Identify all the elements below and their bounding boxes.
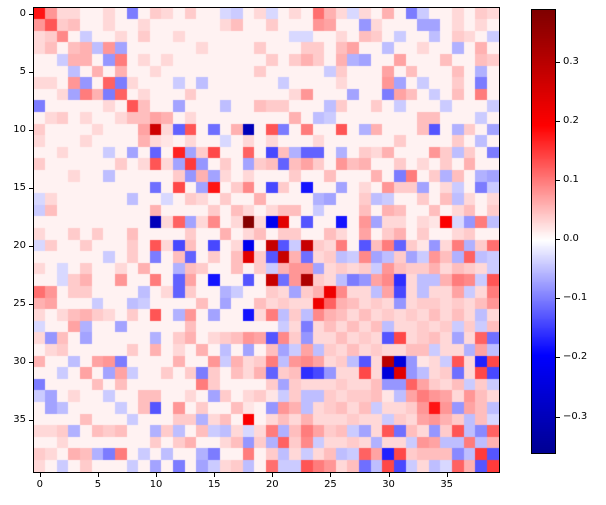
colorbar-tick-label: −0.2 xyxy=(563,351,588,363)
x-tick-mark xyxy=(156,473,158,477)
y-tick-label: 5 xyxy=(19,65,26,77)
y-tick-mark xyxy=(29,13,33,15)
y-tick-mark xyxy=(29,71,33,73)
x-tick-label: 35 xyxy=(440,479,454,490)
x-tick-label: 0 xyxy=(36,479,43,490)
colorbar xyxy=(531,9,556,454)
x-tick-mark xyxy=(388,473,390,477)
colorbar-tick-mark xyxy=(556,180,560,182)
heatmap-canvas xyxy=(34,8,499,472)
colorbar-tick-label: 0.1 xyxy=(563,174,579,186)
x-tick-mark xyxy=(97,473,99,477)
colorbar-canvas xyxy=(532,10,555,453)
colorbar-tick-mark xyxy=(556,239,560,241)
colorbar-tick-mark xyxy=(556,357,560,359)
colorbar-tick-mark xyxy=(556,121,560,123)
y-tick-label: 25 xyxy=(13,297,26,309)
x-tick-mark xyxy=(214,473,216,477)
x-tick-mark xyxy=(446,473,448,477)
y-tick-mark xyxy=(29,245,33,247)
x-tick-label: 30 xyxy=(382,479,395,490)
y-tick-mark xyxy=(29,303,33,305)
colorbar-tick-label: 0.3 xyxy=(563,56,579,68)
x-tick-mark xyxy=(330,473,332,477)
x-tick-mark xyxy=(272,473,274,477)
y-tick-label: 30 xyxy=(13,355,26,367)
x-tick-label: 20 xyxy=(265,479,279,490)
x-tick-label: 10 xyxy=(149,479,163,490)
y-tick-mark xyxy=(29,361,33,363)
colorbar-tick-label: 0.0 xyxy=(563,233,579,245)
y-tick-label: 20 xyxy=(13,239,26,251)
x-tick-label: 25 xyxy=(324,479,337,490)
x-tick-label: 15 xyxy=(207,479,221,490)
y-tick-mark xyxy=(29,419,33,421)
colorbar-tick-label: 0.2 xyxy=(563,115,579,127)
colorbar-tick-label: −0.1 xyxy=(563,292,588,304)
x-tick-label: 5 xyxy=(94,479,102,490)
y-tick-label: 0 xyxy=(19,7,26,19)
colorbar-tick-mark xyxy=(556,62,560,64)
plot-area xyxy=(33,7,500,473)
y-tick-mark xyxy=(29,187,33,189)
y-tick-mark xyxy=(29,129,33,131)
colorbar-tick-mark xyxy=(556,298,560,300)
x-tick-mark xyxy=(39,473,41,477)
y-tick-label: 35 xyxy=(13,413,26,425)
y-tick-label: 10 xyxy=(13,123,26,135)
colorbar-tick-mark xyxy=(556,416,560,418)
colorbar-tick-label: −0.3 xyxy=(563,410,588,422)
y-tick-label: 15 xyxy=(13,181,26,193)
